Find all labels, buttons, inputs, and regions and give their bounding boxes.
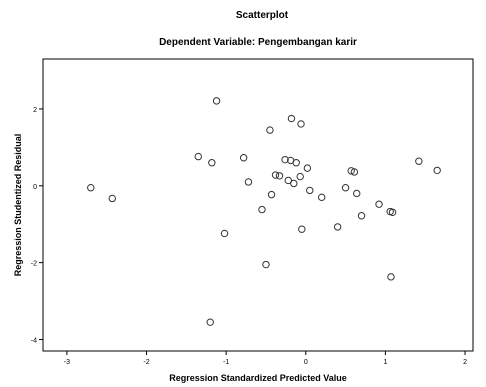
x-tick-label: 0 <box>304 359 308 366</box>
y-axis-label: Regression Studentized Residual <box>13 134 23 277</box>
x-axis-label: Regression Standardized Predicted Value <box>169 373 347 383</box>
data-point <box>415 157 423 165</box>
data-point <box>212 97 221 105</box>
data-point <box>433 166 441 175</box>
data-point <box>267 190 276 199</box>
data-point <box>306 186 314 195</box>
y-tick-label: 0 <box>33 184 37 191</box>
data-point <box>206 318 214 326</box>
data-point <box>353 189 361 198</box>
x-tick-label: 2 <box>463 359 467 366</box>
data-point <box>292 159 300 167</box>
data-point <box>271 171 280 179</box>
x-tick-label: -1 <box>223 359 229 366</box>
data-point <box>347 167 355 175</box>
plot-area <box>42 58 474 352</box>
data-point <box>387 273 395 281</box>
x-axis-ticks: -3 -2 -1 0 1 2 <box>64 351 467 366</box>
data-point <box>108 194 116 203</box>
data-point <box>281 155 289 164</box>
data-point <box>341 184 350 192</box>
data-point <box>266 126 274 134</box>
y-tick-label: 2 <box>33 107 37 114</box>
data-point <box>333 223 342 231</box>
data-point <box>275 172 284 180</box>
data-points <box>87 97 441 326</box>
data-point <box>303 164 312 172</box>
data-point <box>357 212 366 220</box>
data-point <box>87 184 95 192</box>
data-point <box>297 120 305 128</box>
data-point <box>350 168 359 176</box>
data-point <box>194 152 202 161</box>
chart-subtitle: Dependent Variable: Pengembangan karir <box>159 37 357 48</box>
data-point <box>298 225 306 233</box>
y-tick-label: -2 <box>31 261 37 268</box>
y-tick-label: -4 <box>31 337 37 344</box>
data-point <box>244 178 253 186</box>
data-point <box>318 193 326 202</box>
y-axis-ticks: 2 0 -2 -4 <box>31 107 43 344</box>
data-point <box>284 176 292 185</box>
data-point <box>258 205 266 214</box>
data-point <box>290 179 298 188</box>
data-point <box>239 154 248 162</box>
x-tick-label: -3 <box>64 359 70 366</box>
x-tick-label: -2 <box>143 359 149 366</box>
data-point <box>220 229 229 238</box>
data-point <box>262 260 270 269</box>
x-tick-label: 1 <box>383 359 387 366</box>
data-point <box>208 159 216 167</box>
data-point <box>388 208 397 217</box>
data-point <box>287 114 296 123</box>
data-point <box>375 200 383 208</box>
chart-title: Scatterplot <box>236 10 289 21</box>
data-point <box>296 172 304 181</box>
